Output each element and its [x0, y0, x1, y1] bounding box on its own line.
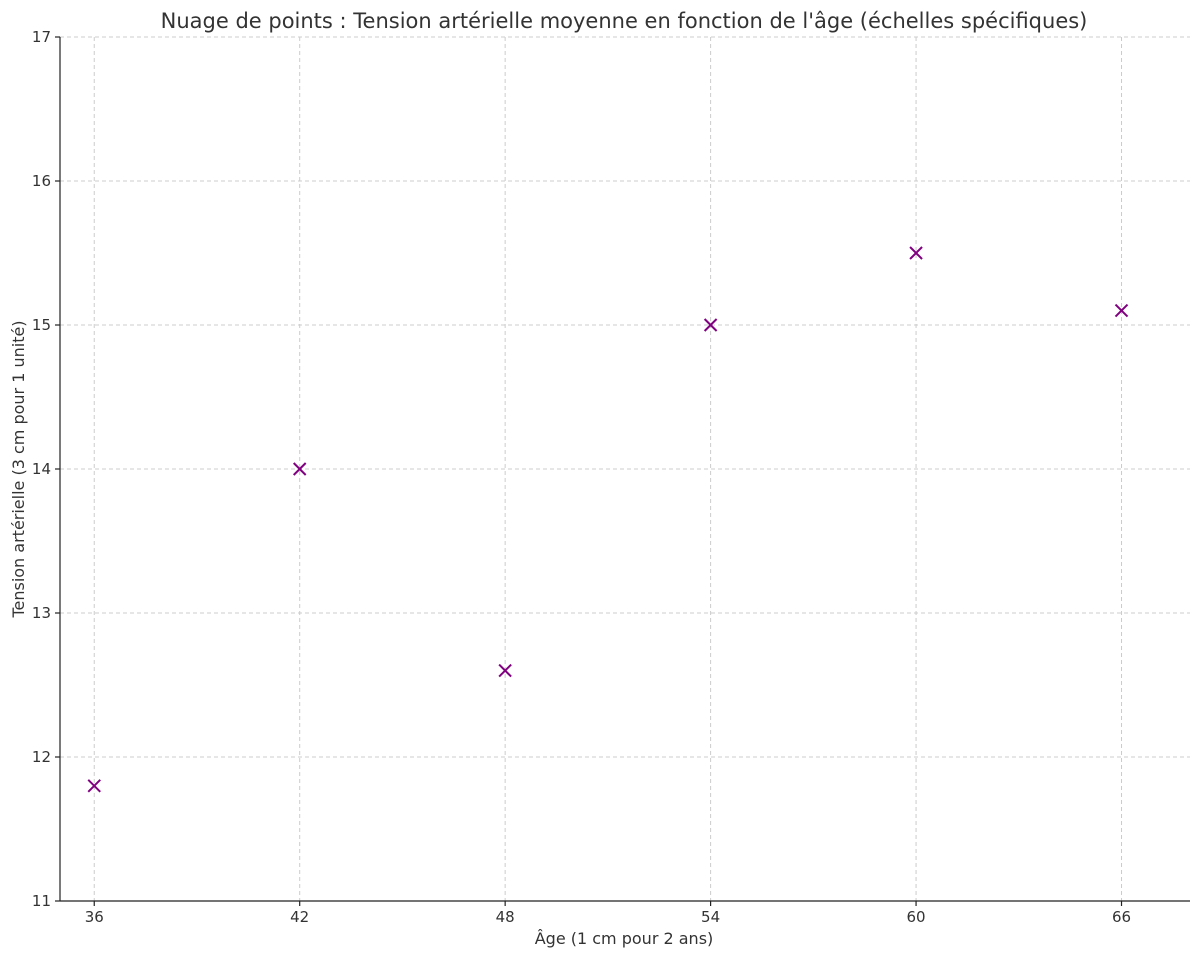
tick-labels: 36 42 48 54 60 66 11 12 13 14 15 16 17 [32, 28, 1131, 926]
x-tick-label: 42 [290, 908, 309, 926]
x-tick-label: 48 [496, 908, 515, 926]
data-point [1114, 303, 1129, 318]
x-axis-label: Âge (1 cm pour 2 ans) [535, 929, 714, 948]
data-point [498, 663, 512, 678]
x-tick-label: 66 [1112, 908, 1131, 926]
y-axis-label: Tension artérielle (3 cm pour 1 unité) [9, 320, 28, 618]
y-tick-label: 15 [32, 316, 51, 334]
data-point [87, 779, 101, 793]
data-point [703, 318, 718, 332]
axes [55, 36, 1190, 906]
data-points [87, 246, 1129, 793]
y-tick-label: 14 [32, 460, 51, 478]
grid [60, 36, 1190, 902]
data-point [909, 246, 923, 260]
y-tick-label: 12 [32, 748, 51, 766]
data-point [292, 462, 307, 476]
x-tick-label: 36 [85, 908, 104, 926]
y-tick-label: 11 [32, 892, 51, 910]
chart-title: Nuage de points : Tension artérielle moy… [161, 9, 1088, 33]
y-tick-label: 17 [32, 28, 51, 46]
x-tick-label: 60 [907, 908, 926, 926]
x-tick-label: 54 [701, 908, 720, 926]
y-tick-label: 13 [32, 604, 51, 622]
y-tick-label: 16 [32, 172, 51, 190]
